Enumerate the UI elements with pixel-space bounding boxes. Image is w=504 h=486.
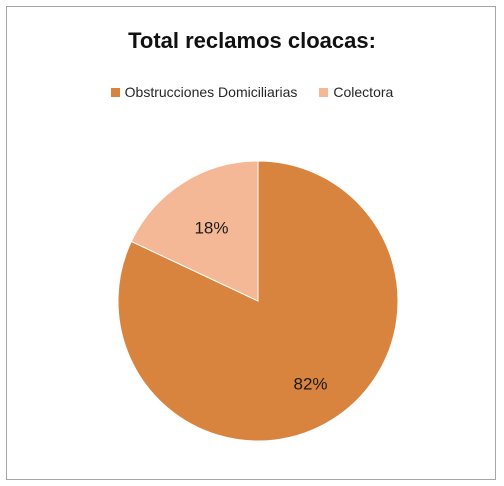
legend-label-obstrucciones: Obstrucciones Domiciliarias [124,84,298,100]
slice-colectora [130,160,259,302]
legend-swatch-colectora [319,87,329,97]
legend-swatch-obstrucciones [110,87,120,97]
legend-label-colectora: Colectora [333,84,394,100]
legend-item-colectora: Colectora [319,84,393,100]
data-label-colectora: 18% [194,219,228,238]
data-label-obstrucciones: 82% [293,375,327,394]
legend: Obstrucciones Domiciliarias Colectora [0,84,504,100]
chart-title: Total reclamos cloacas: [128,28,376,53]
legend-item-obstrucciones: Obstrucciones Domiciliarias [110,84,298,100]
